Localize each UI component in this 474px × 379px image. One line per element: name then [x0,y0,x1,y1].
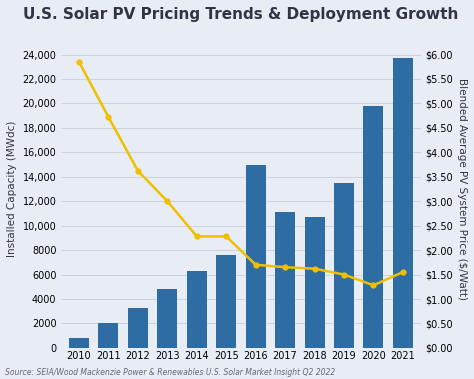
Bar [364,106,383,348]
Y-axis label: Blended Average PV System Price ($/Watt): Blended Average PV System Price ($/Watt) [457,78,467,300]
Text: Source: SEIA/Wood Mackenzie Power & Renewables U.S. Solar Market Insight Q2 2022: Source: SEIA/Wood Mackenzie Power & Rene… [5,368,335,377]
Y-axis label: Installed Capacity (MWdc): Installed Capacity (MWdc) [7,121,17,257]
Bar [246,164,266,348]
Bar [305,217,325,348]
Bar [187,271,207,348]
Bar [393,58,413,348]
Bar [216,255,236,348]
Bar [275,212,295,348]
Bar [69,338,89,348]
Bar [128,308,148,348]
Bar [99,323,118,348]
Bar [157,289,177,348]
Bar [334,183,354,348]
Title: U.S. Solar PV Pricing Trends & Deployment Growth: U.S. Solar PV Pricing Trends & Deploymen… [23,7,459,22]
